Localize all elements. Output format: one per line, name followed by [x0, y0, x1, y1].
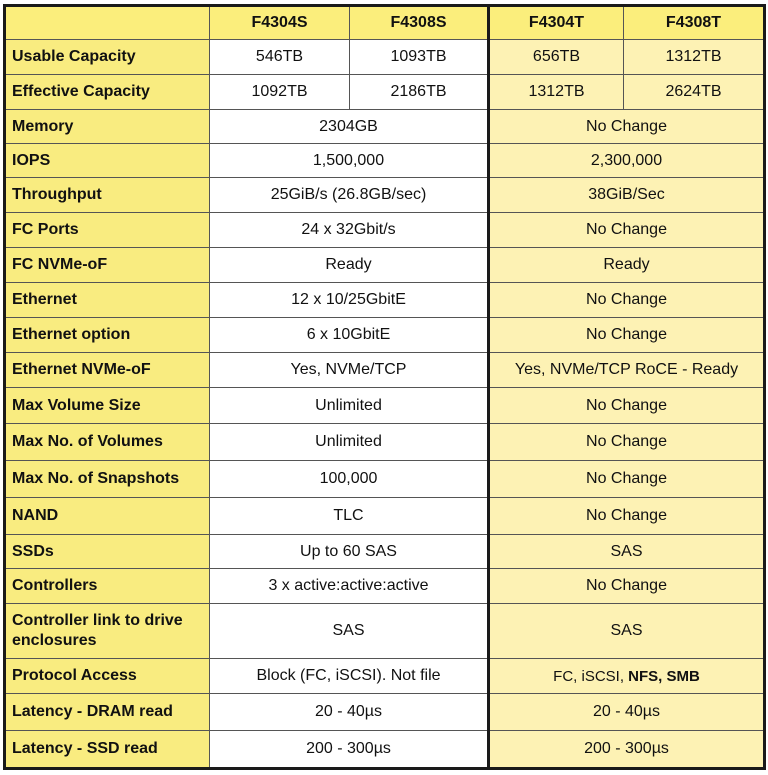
row-label: FC NVMe-oF — [4, 247, 210, 283]
cell-t-models: 2,300,000 — [487, 143, 765, 178]
table-row: FC Ports 24 x 32Gbit/s No Change — [4, 212, 765, 248]
cell-t-models: No Change — [487, 497, 765, 535]
row-label: Max Volume Size — [4, 387, 210, 424]
cell-t-models: 200 - 300µs — [487, 730, 765, 769]
col-header-f4308t: F4308T — [623, 5, 765, 40]
cell-f4308s: 2186TB — [349, 74, 489, 110]
cell-s-models: TLC — [209, 497, 489, 535]
table-row: Latency - DRAM read 20 - 40µs 20 - 40µs — [4, 693, 765, 731]
table-row: Max No. of Snapshots 100,000 No Change — [4, 460, 765, 498]
cell-s-models: 1,500,000 — [209, 143, 489, 178]
row-label: Usable Capacity — [4, 39, 210, 75]
spec-comparison-table: F4304S F4308S F4304T F4308T Usable Capac… — [3, 4, 766, 770]
table-row: Protocol Access Block (FC, iSCSI). Not fi… — [4, 658, 765, 694]
cell-s-models: Unlimited — [209, 387, 489, 424]
table-row: SSDs Up to 60 SAS SAS — [4, 534, 765, 569]
cell-s-models: 20 - 40µs — [209, 693, 489, 731]
row-label: Latency - DRAM read — [4, 693, 210, 731]
cell-f4308t: 1312TB — [623, 39, 765, 75]
row-label: FC Ports — [4, 212, 210, 248]
cell-t-models: SAS — [487, 534, 765, 569]
col-header-f4304s: F4304S — [209, 5, 350, 40]
cell-s-models: Ready — [209, 247, 489, 283]
table-row: IOPS 1,500,000 2,300,000 — [4, 143, 765, 178]
row-label: IOPS — [4, 143, 210, 178]
row-label: Controllers — [4, 568, 210, 604]
table-row: Ethernet 12 x 10/25GbitE No Change — [4, 282, 765, 318]
cell-t-models: No Change — [487, 109, 765, 144]
cell-t-models: No Change — [487, 212, 765, 248]
row-label: Throughput — [4, 177, 210, 213]
protocol-plain: FC, iSCSI, — [553, 667, 629, 685]
cell-t-models: 20 - 40µs — [487, 693, 765, 731]
cell-s-models: 6 x 10GbitE — [209, 317, 489, 353]
cell-s-models: SAS — [209, 603, 489, 659]
protocol-bold: NFS, SMB — [628, 667, 700, 685]
cell-s-models: 12 x 10/25GbitE — [209, 282, 489, 318]
row-label: Memory — [4, 109, 210, 144]
row-label: Ethernet — [4, 282, 210, 318]
cell-s-models: Unlimited — [209, 423, 489, 461]
row-label: Effective Capacity — [4, 74, 210, 110]
cell-t-models: No Change — [487, 460, 765, 498]
cell-t-models: No Change — [487, 282, 765, 318]
row-label: Max No. of Snapshots — [4, 460, 210, 498]
cell-t-models: Ready — [487, 247, 765, 283]
table-row: Max No. of Volumes Unlimited No Change — [4, 423, 765, 461]
cell-t-models: No Change — [487, 423, 765, 461]
cell-t-models: SAS — [487, 603, 765, 659]
table-row: Throughput 25GiB/s (26.8GB/sec) 38GiB/Sec — [4, 177, 765, 213]
cell-f4304t: 1312TB — [487, 74, 624, 110]
table-row: Ethernet option 6 x 10GbitE No Change — [4, 317, 765, 353]
row-label: Ethernet NVMe-oF — [4, 352, 210, 388]
table-row: Max Volume Size Unlimited No Change — [4, 387, 765, 424]
cell-f4304s: 546TB — [209, 39, 350, 75]
corner-cell — [4, 5, 210, 40]
cell-t-models: 38GiB/Sec — [487, 177, 765, 213]
cell-t-models: FC, iSCSI, NFS, SMB — [487, 658, 765, 694]
cell-s-models: Up to 60 SAS — [209, 534, 489, 569]
col-header-f4304t: F4304T — [487, 5, 624, 40]
cell-s-models: 100,000 — [209, 460, 489, 498]
cell-s-models: Yes, NVMe/TCP — [209, 352, 489, 388]
cell-f4304t: 656TB — [487, 39, 624, 75]
cell-t-models: No Change — [487, 387, 765, 424]
header-row: F4304S F4308S F4304T F4308T — [4, 5, 765, 40]
table-row: NAND TLC No Change — [4, 497, 765, 535]
table-row: Usable Capacity 546TB 1093TB 656TB 1312TB — [4, 39, 765, 75]
cell-s-models: 24 x 32Gbit/s — [209, 212, 489, 248]
table-body: Usable Capacity 546TB 1093TB 656TB 1312TB Eff… — [4, 39, 765, 769]
cell-t-models: Yes, NVMe/TCP RoCE - Ready — [487, 352, 765, 388]
cell-s-models: 200 - 300µs — [209, 730, 489, 769]
cell-t-models: No Change — [487, 317, 765, 353]
row-label: Controller link to drive enclosures — [4, 603, 210, 659]
cell-s-models: 2304GB — [209, 109, 489, 144]
table-row: Ethernet NVMe-oF Yes, NVMe/TCP Yes, NVMe/T… — [4, 352, 765, 388]
row-label: Ethernet option — [4, 317, 210, 353]
col-header-f4308s: F4308S — [349, 5, 489, 40]
table-row: Controller link to drive enclosures SAS SA… — [4, 603, 765, 659]
row-label: Protocol Access — [4, 658, 210, 694]
cell-f4304s: 1092TB — [209, 74, 350, 110]
cell-s-models: Block (FC, iSCSI). Not file — [209, 658, 489, 694]
table-row: FC NVMe-oF Ready Ready — [4, 247, 765, 283]
table-row: Effective Capacity 1092TB 2186TB 1312TB 2624… — [4, 74, 765, 110]
table-row: Controllers 3 x active:active:active No Ch… — [4, 568, 765, 604]
row-label: NAND — [4, 497, 210, 535]
cell-f4308s: 1093TB — [349, 39, 489, 75]
cell-s-models: 25GiB/s (26.8GB/sec) — [209, 177, 489, 213]
cell-f4308t: 2624TB — [623, 74, 765, 110]
cell-s-models: 3 x active:active:active — [209, 568, 489, 604]
table-row: Latency - SSD read 200 - 300µs 200 - 300µs — [4, 730, 765, 769]
row-label: Max No. of Volumes — [4, 423, 210, 461]
row-label: Latency - SSD read — [4, 730, 210, 769]
table-row: Memory 2304GB No Change — [4, 109, 765, 144]
row-label: SSDs — [4, 534, 210, 569]
cell-t-models: No Change — [487, 568, 765, 604]
